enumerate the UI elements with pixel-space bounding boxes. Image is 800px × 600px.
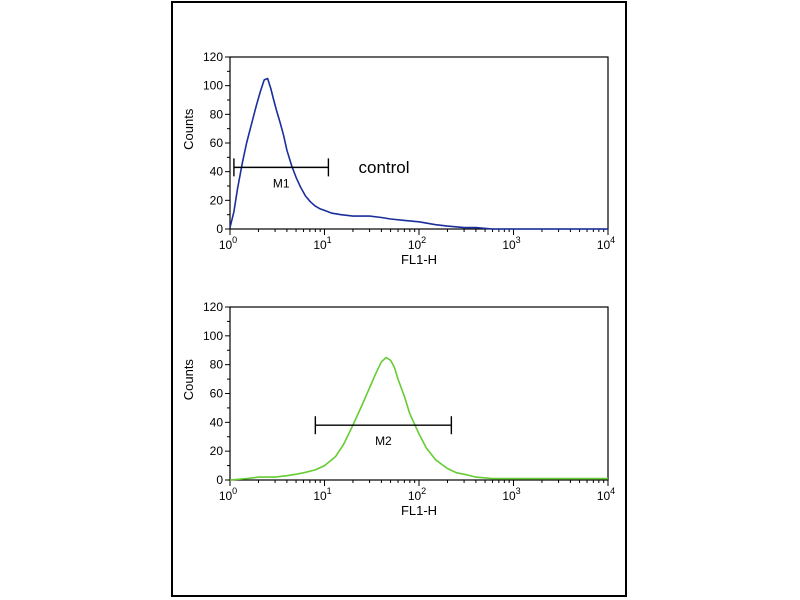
y-tick-label: 20 (210, 444, 224, 458)
x-tick-label: 103 (502, 486, 520, 503)
y-tick-label: 100 (203, 79, 223, 93)
y-tick-label: 0 (216, 473, 223, 487)
x-tick-label: 102 (408, 486, 426, 503)
x-tick-label: 104 (597, 486, 615, 503)
x-tick-label: 102 (408, 235, 426, 252)
gate-marker-label: M2 (375, 434, 392, 448)
histogram-panel-1: 0 20 40 60 80 100 120 Counts 100 101 102 103 104 FL1-… (181, 50, 615, 267)
x-tick-label: 101 (313, 235, 331, 252)
plot-area-frame (229, 56, 609, 230)
x-tick-label: 101 (313, 486, 331, 503)
x-axis-title: FL1-H (401, 503, 437, 518)
y-tick-label: 60 (210, 387, 224, 401)
y-axis-title: Counts (181, 108, 196, 150)
y-tick-label: 0 (216, 222, 223, 236)
y-tick-label: 40 (210, 415, 224, 429)
gate-marker-label: M1 (273, 176, 290, 190)
y-tick-label: 80 (210, 107, 224, 121)
y-tick-label: 120 (203, 50, 223, 64)
histogram-panel-2: 0 20 40 60 80 100 120 Counts 100 101 102 103 104 FL1-… (181, 300, 615, 518)
x-tick-label: 100 (219, 486, 237, 503)
y-tick-label: 60 (210, 136, 224, 150)
plot-area-frame (229, 306, 609, 481)
figure-frame (171, 1, 627, 597)
x-tick-label: 104 (597, 235, 615, 252)
histogram-line-1 (229, 77, 608, 230)
y-tick-label: 20 (210, 193, 224, 207)
x-axis-title: FL1-H (401, 252, 437, 267)
x-tick-label: 103 (502, 235, 520, 252)
y-tick-label: 80 (210, 358, 224, 372)
y-tick-label: 40 (210, 165, 224, 179)
chart-annotation: control (359, 158, 410, 177)
histogram-line-2 (229, 356, 608, 481)
y-tick-label: 120 (203, 300, 223, 314)
y-tick-label: 100 (203, 329, 223, 343)
y-axis-title: Counts (181, 359, 196, 401)
x-tick-label: 100 (219, 235, 237, 252)
